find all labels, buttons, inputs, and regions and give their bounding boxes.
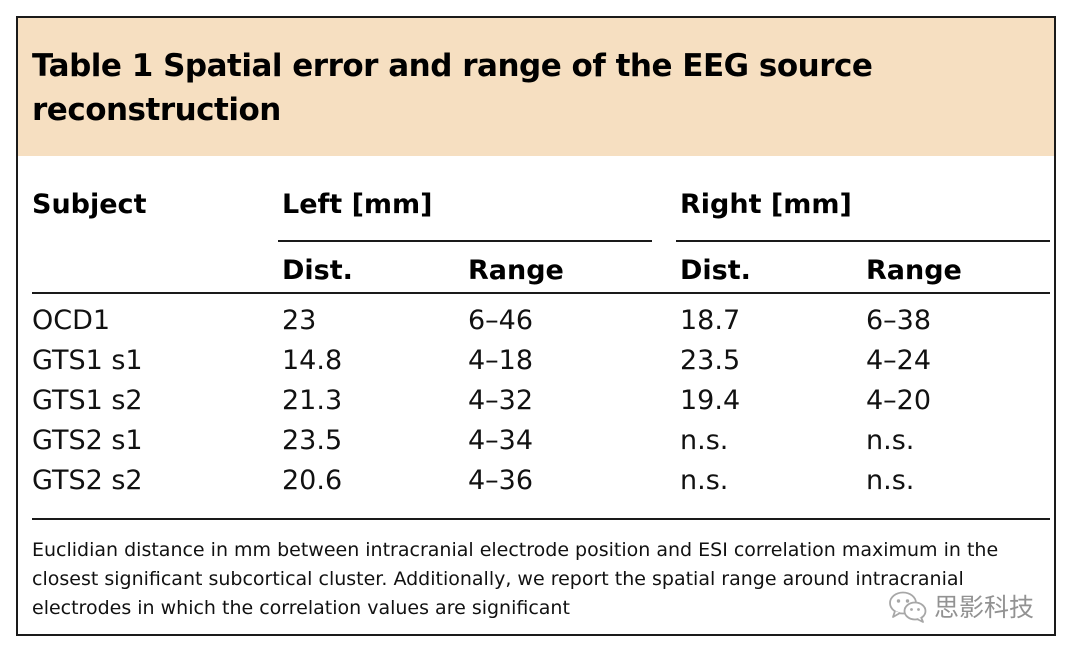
cell-right-range: 4–20 xyxy=(866,385,932,416)
cell-right-range: 6–38 xyxy=(866,305,932,336)
header-left-range: Range xyxy=(468,255,564,286)
cell-left-range: 4–34 xyxy=(468,425,534,456)
header-bottom-rule xyxy=(32,292,1050,294)
cell-left-dist: 20.6 xyxy=(282,465,343,496)
header-right-dist: Dist. xyxy=(680,255,751,286)
watermark: 思影科技 xyxy=(888,590,1058,630)
watermark-text: 思影科技 xyxy=(934,593,1035,622)
table-footnote: Euclidian distance in mm between intracr… xyxy=(32,539,999,619)
cell-right-dist: 18.7 xyxy=(680,305,741,336)
table-bottom-rule xyxy=(32,518,1050,520)
cell-subject: GTS2 s2 xyxy=(32,465,143,496)
cell-left-range: 4–36 xyxy=(468,465,534,496)
cell-subject: OCD1 xyxy=(32,305,111,336)
left-group-rule xyxy=(278,240,652,242)
cell-subject: GTS1 s1 xyxy=(32,345,143,376)
title-band: Table 1 Spatial error and range of the E… xyxy=(18,18,1054,156)
wechat-logo-icon xyxy=(889,591,927,623)
header-right-group: Right [mm] xyxy=(680,189,852,220)
right-group-rule xyxy=(676,240,1050,242)
cell-subject: GTS2 s1 xyxy=(32,425,143,456)
cell-right-dist: n.s. xyxy=(680,425,729,456)
cell-right-dist: n.s. xyxy=(680,465,729,496)
cell-left-range: 4–32 xyxy=(468,385,534,416)
cell-right-dist: 23.5 xyxy=(680,345,741,376)
cell-left-dist: 21.3 xyxy=(282,385,343,416)
header-left-group: Left [mm] xyxy=(282,189,433,220)
table-frame: Table 1 Spatial error and range of the E… xyxy=(16,16,1056,636)
cell-right-range: 4–24 xyxy=(866,345,932,376)
header-right-range: Range xyxy=(866,255,962,286)
cell-right-range: n.s. xyxy=(866,465,915,496)
table-title: Table 1 Spatial error and range of the E… xyxy=(32,48,873,128)
header-subject: Subject xyxy=(32,189,147,220)
cell-left-range: 6–46 xyxy=(468,305,534,336)
cell-left-range: 4–18 xyxy=(468,345,534,376)
cell-right-range: n.s. xyxy=(866,425,915,456)
cell-left-dist: 14.8 xyxy=(282,345,343,376)
cell-right-dist: 19.4 xyxy=(680,385,741,416)
cell-left-dist: 23.5 xyxy=(282,425,343,456)
cell-subject: GTS1 s2 xyxy=(32,385,143,416)
cell-left-dist: 23 xyxy=(282,305,317,336)
header-left-dist: Dist. xyxy=(282,255,353,286)
